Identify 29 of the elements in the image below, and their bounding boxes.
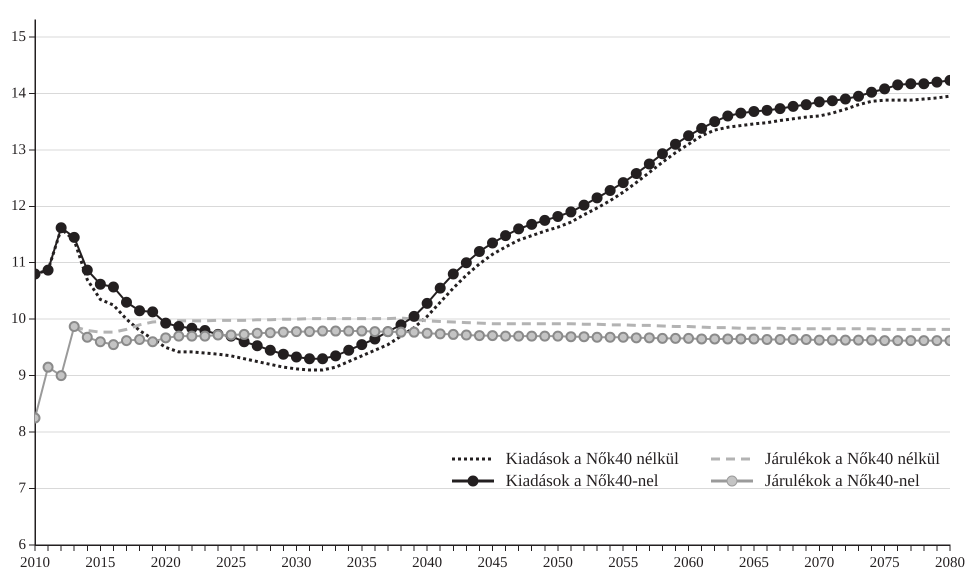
x-tick-label: 2080 (935, 554, 965, 571)
x-tick-label: 2050 (542, 554, 573, 571)
y-tick-label: 7 (18, 480, 26, 496)
x-tick-label: 2025 (216, 554, 246, 571)
x-tick-label: 2065 (738, 554, 769, 571)
legend-label: Kiadások a Nők40 nélkül (506, 449, 679, 469)
y-tick-label: 6 (18, 536, 26, 553)
y-tick-label: 10 (11, 311, 26, 328)
y-tick-label: 15 (11, 28, 26, 45)
y-tick-label: 14 (11, 85, 26, 102)
x-tick-label: 2070 (804, 554, 834, 571)
x-tick-label: 2030 (281, 554, 312, 571)
x-tick-label: 2020 (150, 554, 181, 571)
y-tick-label: 13 (11, 142, 26, 158)
legend-label: Járulékok a Nők40 nélkül (764, 449, 940, 469)
x-tick-label: 2055 (608, 554, 638, 571)
x-tick-label: 2010 (20, 554, 50, 571)
x-tick-label: 2060 (674, 554, 704, 571)
y-tick-label: 11 (12, 254, 26, 271)
x-tick-label: 2035 (346, 554, 377, 571)
y-tick-label: 9 (18, 368, 26, 384)
legend-label: Járulékok a Nők40-nel (764, 471, 920, 491)
y-tick-label: 8 (18, 424, 26, 440)
x-tick-label: 2015 (85, 554, 116, 571)
x-tick-label: 2040 (412, 554, 442, 571)
y-tick-label: 12 (11, 198, 26, 214)
x-tick-label: 2075 (870, 554, 900, 571)
x-tick-label: 2045 (478, 554, 508, 571)
legend-label: Kiadások a Nők40-nel (506, 471, 659, 491)
